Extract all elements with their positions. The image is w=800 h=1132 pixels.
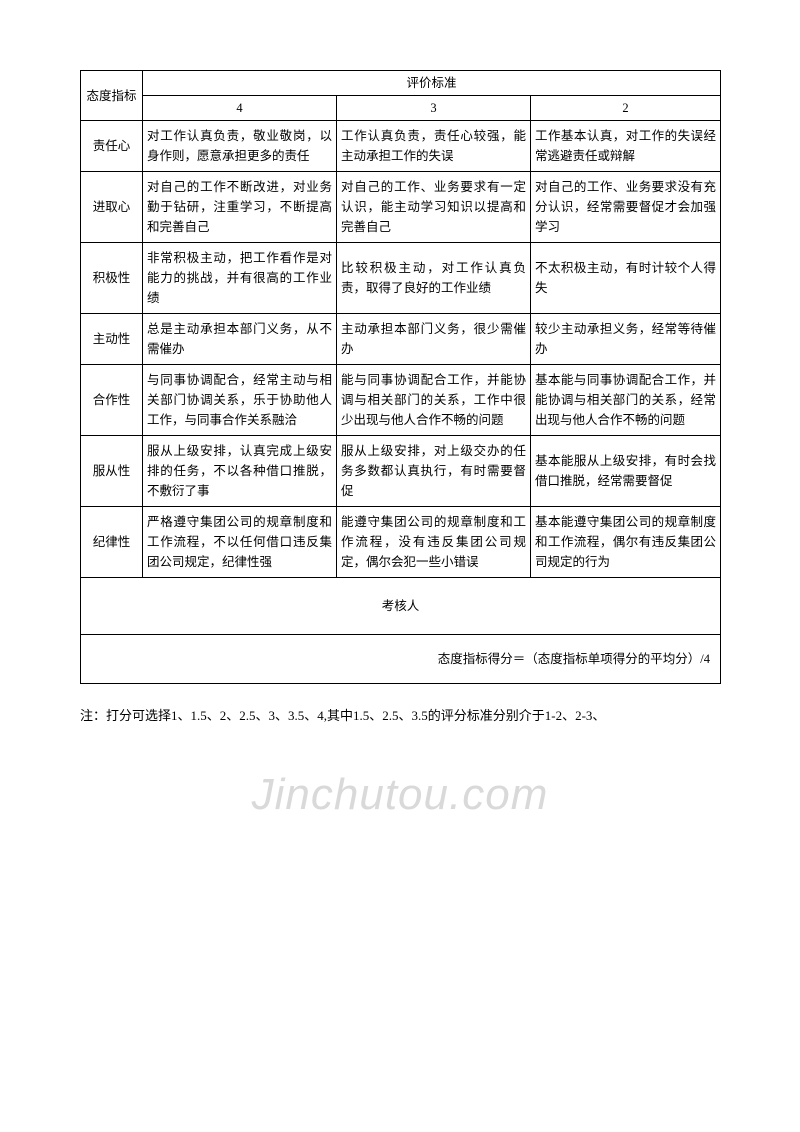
table-row: 积极性 非常积极主动，把工作看作是对能力的挑战，并有很高的工作业绩 比较积极主动… bbox=[81, 243, 721, 314]
row-label: 主动性 bbox=[81, 314, 143, 365]
row-c4: 对自己的工作不断改进，对业务勤于钻研，注重学习，不断提高和完善自己 bbox=[143, 172, 337, 243]
assessor-cell: 考核人 bbox=[81, 578, 721, 635]
header-criteria: 评价标准 bbox=[143, 71, 721, 96]
table-row: 纪律性 严格遵守集团公司的规章制度和工作流程，不以任何借口违反集团公司规定，纪律… bbox=[81, 507, 721, 578]
row-c3: 能遵守集团公司的规章制度和工作流程，没有违反集团公司规定，偶尔会犯一些小错误 bbox=[337, 507, 531, 578]
header-row-2: 4 3 2 bbox=[81, 96, 721, 121]
row-c4: 与同事协调配合，经常主动与相关部门协调关系，乐于协助他人工作，与同事合作关系融洽 bbox=[143, 365, 337, 436]
score-3-header: 3 bbox=[337, 96, 531, 121]
row-c4: 非常积极主动，把工作看作是对能力的挑战，并有很高的工作业绩 bbox=[143, 243, 337, 314]
row-c2: 对自己的工作、业务要求没有充分认识，经常需要督促才会加强学习 bbox=[531, 172, 721, 243]
row-label: 服从性 bbox=[81, 436, 143, 507]
row-c4: 总是主动承担本部门义务，从不需催办 bbox=[143, 314, 337, 365]
table-row: 进取心 对自己的工作不断改进，对业务勤于钻研，注重学习，不断提高和完善自己 对自… bbox=[81, 172, 721, 243]
watermark-text: Jinchutou.com bbox=[252, 770, 549, 820]
row-c4: 严格遵守集团公司的规章制度和工作流程，不以任何借口违反集团公司规定，纪律性强 bbox=[143, 507, 337, 578]
assessor-row: 考核人 bbox=[81, 578, 721, 635]
score-2-header: 2 bbox=[531, 96, 721, 121]
row-c3: 能与同事协调配合工作，并能协调与相关部门的关系，工作中很少出现与他人合作不畅的问… bbox=[337, 365, 531, 436]
row-c3: 比较积极主动，对工作认真负责，取得了良好的工作业绩 bbox=[337, 243, 531, 314]
score-4-header: 4 bbox=[143, 96, 337, 121]
row-c2: 基本能遵守集团公司的规章制度和工作流程，偶尔有违反集团公司规定的行为 bbox=[531, 507, 721, 578]
row-c3: 主动承担本部门义务，很少需催办 bbox=[337, 314, 531, 365]
row-label: 责任心 bbox=[81, 121, 143, 172]
formula-row: 态度指标得分＝（态度指标单项得分的平均分）/4 bbox=[81, 635, 721, 684]
row-label: 合作性 bbox=[81, 365, 143, 436]
formula-cell: 态度指标得分＝（态度指标单项得分的平均分）/4 bbox=[81, 635, 721, 684]
footnote: 注：打分可选择1、1.5、2、2.5、3、3.5、4,其中1.5、2.5、3.5… bbox=[80, 706, 720, 726]
row-c4: 对工作认真负责，敬业敬岗，以身作则，愿意承担更多的责任 bbox=[143, 121, 337, 172]
row-c4: 服从上级安排，认真完成上级安排的任务，不以各种借口推脱，不敷衍了事 bbox=[143, 436, 337, 507]
table-row: 主动性 总是主动承担本部门义务，从不需催办 主动承担本部门义务，很少需催办 较少… bbox=[81, 314, 721, 365]
table-row: 合作性 与同事协调配合，经常主动与相关部门协调关系，乐于协助他人工作，与同事合作… bbox=[81, 365, 721, 436]
row-c2: 基本能服从上级安排，有时会找借口推脱，经常需要督促 bbox=[531, 436, 721, 507]
row-label: 纪律性 bbox=[81, 507, 143, 578]
row-label: 进取心 bbox=[81, 172, 143, 243]
row-c2: 基本能与同事协调配合工作，并能协调与相关部门的关系，经常出现与他人合作不畅的问题 bbox=[531, 365, 721, 436]
row-c2: 较少主动承担义务，经常等待催办 bbox=[531, 314, 721, 365]
row-c3: 对自己的工作、业务要求有一定认识，能主动学习知识以提高和完善自己 bbox=[337, 172, 531, 243]
table-row: 服从性 服从上级安排，认真完成上级安排的任务，不以各种借口推脱，不敷衍了事 服从… bbox=[81, 436, 721, 507]
header-indicator: 态度指标 bbox=[81, 71, 143, 121]
row-label: 积极性 bbox=[81, 243, 143, 314]
header-row-1: 态度指标 评价标准 bbox=[81, 71, 721, 96]
row-c2: 不太积极主动，有时计较个人得失 bbox=[531, 243, 721, 314]
row-c3: 服从上级安排，对上级交办的任务多数都认真执行，有时需要督促 bbox=[337, 436, 531, 507]
evaluation-table: 态度指标 评价标准 4 3 2 责任心 对工作认真负责，敬业敬岗，以身作则，愿意… bbox=[80, 70, 721, 684]
table-row: 责任心 对工作认真负责，敬业敬岗，以身作则，愿意承担更多的责任 工作认真负责，责… bbox=[81, 121, 721, 172]
row-c3: 工作认真负责，责任心较强，能主动承担工作的失误 bbox=[337, 121, 531, 172]
row-c2: 工作基本认真，对工作的失误经常逃避责任或辩解 bbox=[531, 121, 721, 172]
